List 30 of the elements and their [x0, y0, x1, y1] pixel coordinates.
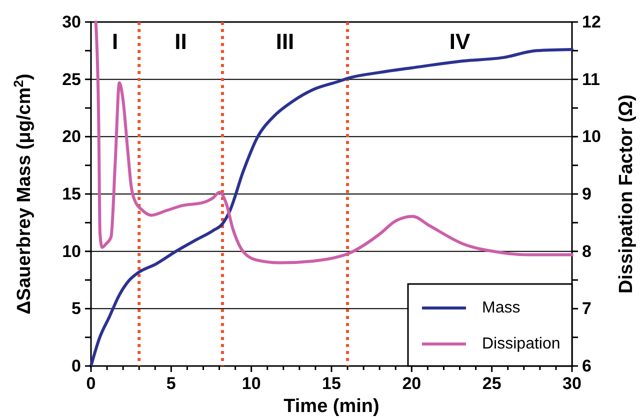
y-tick-label: 20 [62, 127, 81, 146]
annotation: II [174, 28, 187, 54]
y2-tick-label: 6 [582, 356, 592, 376]
annotation: IV [449, 28, 470, 54]
y2-tick-label: 11 [582, 70, 600, 89]
x-tick-label: 10 [242, 374, 261, 393]
y2-tick-label: 8 [582, 242, 592, 261]
x-axis-title: Time (min) [284, 396, 380, 417]
y2-tick-label: 10 [582, 127, 601, 146]
y-tick-label: 5 [72, 299, 81, 318]
y2-tick-label: 7 [582, 299, 592, 318]
x-tick-label: 15 [322, 374, 341, 393]
x-tick-label: 30 [562, 374, 582, 393]
legend-label: Dissipation [482, 336, 560, 352]
y-tick-label: 10 [62, 242, 81, 261]
y-tick-label: 0 [72, 356, 81, 376]
y-tick-label: 15 [62, 184, 81, 204]
x-tick-label: 20 [402, 374, 422, 393]
y-tick-label: 30 [62, 12, 81, 32]
y2-tick-label: 12 [582, 12, 601, 32]
y2-axis-title: Dissipation Factor (Ω) [616, 94, 637, 294]
x-tick-label: 25 [482, 374, 502, 393]
annotation: I [112, 28, 118, 54]
y2-tick-label: 9 [582, 184, 592, 204]
annotation: III [276, 28, 294, 54]
y-tick-label: 25 [62, 70, 81, 89]
x-tick-label: 0 [86, 374, 96, 393]
line-series [94, 20, 574, 264]
x-tick-label: 5 [166, 374, 176, 393]
legend-label: Mass [482, 300, 520, 316]
